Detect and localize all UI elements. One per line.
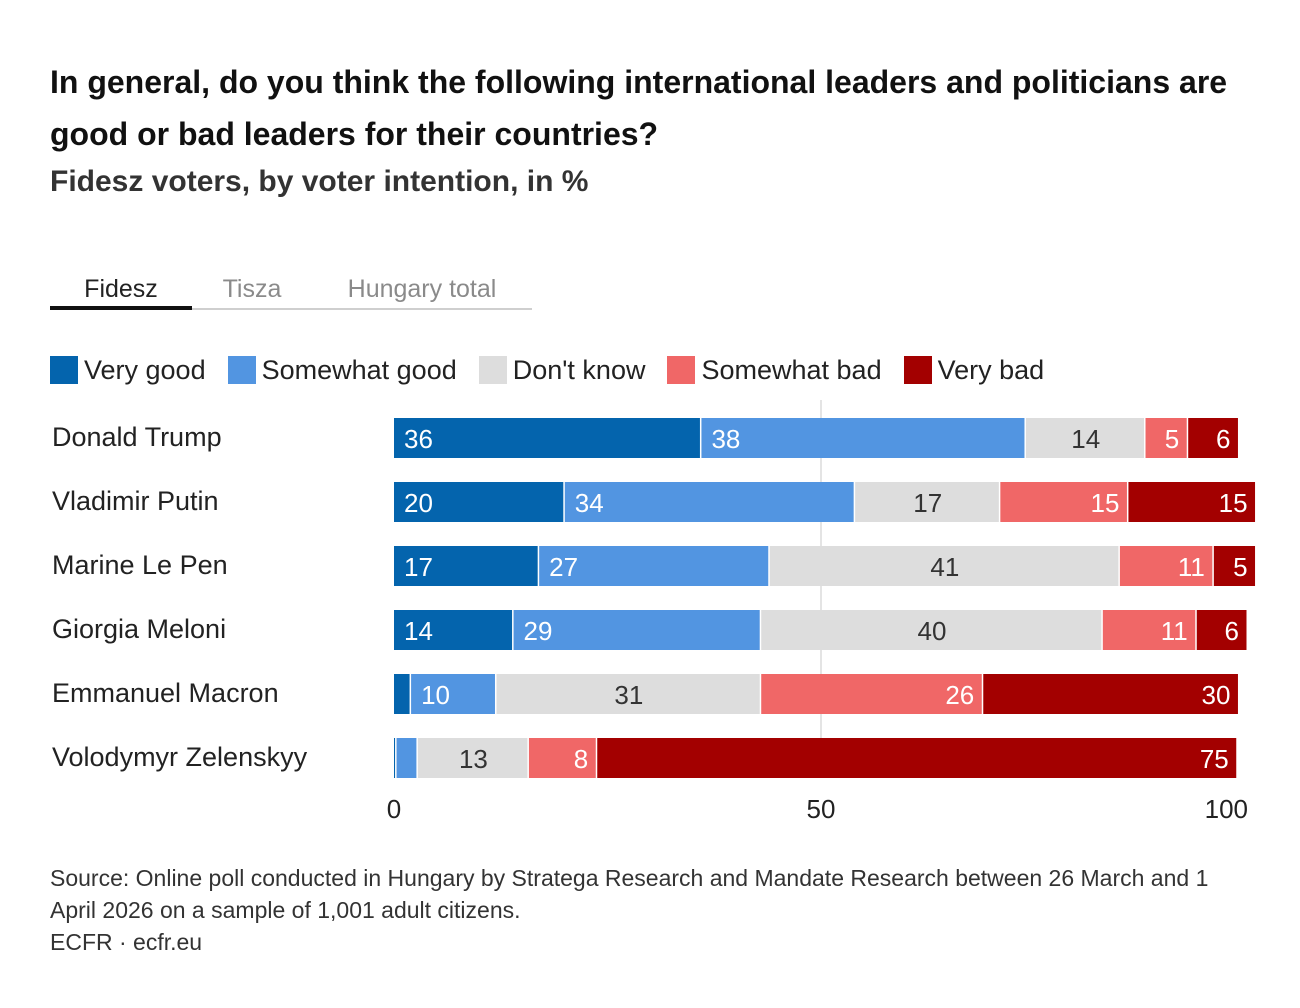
bar-volodymyr-zelenskyy-very-good <box>394 738 396 778</box>
legend-item-very-good: Very good <box>50 355 206 386</box>
source-note: Source: Online poll conducted in Hungary… <box>50 865 1209 923</box>
data-label-emmanuel-macron-don-t-know: 31 <box>614 680 643 710</box>
legend-swatch-somewhat-bad <box>667 356 696 384</box>
chart-subtitle: Fidesz voters, by voter intention, in % <box>50 165 589 198</box>
category-label-emmanuel-macron: Emmanuel Macron <box>52 678 279 708</box>
data-label-giorgia-meloni-somewhat-bad: 11 <box>1161 616 1188 646</box>
bar-donald-trump-don-t-know <box>1025 418 1145 458</box>
bar-marine-le-pen-don-t-know <box>769 546 1119 586</box>
credit-line: ECFR · ecfr.eu <box>50 929 203 955</box>
bar-giorgia-meloni-don-t-know <box>761 610 1102 650</box>
legend-swatch-very-bad <box>903 356 932 384</box>
bar-vladimir-putin-very-bad <box>1128 482 1256 522</box>
data-label-volodymyr-zelenskyy-very-bad: 75 <box>1200 744 1229 774</box>
bar-emmanuel-macron-don-t-know <box>496 674 760 714</box>
category-label-marine-le-pen: Marine Le Pen <box>52 550 228 580</box>
chart-footer: Source: Online poll conducted in Hungary… <box>50 862 1250 958</box>
legend-label-very-bad: Very bad <box>937 354 1045 385</box>
legend-label-somewhat-good: Somewhat good <box>261 354 457 385</box>
data-label-donald-trump-don-t-know: 14 <box>1071 424 1100 454</box>
data-label-vladimir-putin-very-bad: 15 <box>1219 488 1248 518</box>
bar-vladimir-putin-very-good <box>394 482 564 522</box>
bar-donald-trump-somewhat-bad <box>1145 418 1187 458</box>
bar-volodymyr-zelenskyy-somewhat-bad <box>528 738 596 778</box>
legend-swatch-very-good <box>50 356 78 384</box>
data-label-donald-trump-somewhat-bad: 5 <box>1165 424 1179 454</box>
data-label-giorgia-meloni-somewhat-good: 29 <box>524 616 553 646</box>
x-tick-label-50: 50 <box>807 794 836 824</box>
stacked-bar-chart: Donald Trump 36 38 14 5 6 Vladimir Putin 20 34 17… <box>52 400 1256 824</box>
chart-title: In general, do you think the following i… <box>50 64 1228 152</box>
data-label-marine-le-pen-somewhat-good: 27 <box>549 552 578 582</box>
bar-emmanuel-macron-somewhat-bad <box>761 674 982 714</box>
data-label-marine-le-pen-somewhat-bad: 11 <box>1178 552 1205 582</box>
chart-legend: Very good Somewhat good Don't know Somew… <box>50 350 1066 390</box>
bar-vladimir-putin-somewhat-bad <box>1000 482 1127 522</box>
legend-swatch-dont-know <box>478 356 507 384</box>
legend-item-dont-know: Don't know <box>478 354 646 386</box>
data-label-giorgia-meloni-very-bad: 6 <box>1225 616 1239 646</box>
data-label-emmanuel-macron-somewhat-bad: 26 <box>945 680 974 710</box>
data-label-volodymyr-zelenskyy-somewhat-bad: 8 <box>574 744 588 774</box>
data-label-vladimir-putin-somewhat-good: 34 <box>575 488 604 518</box>
bar-giorgia-meloni-somewhat-bad <box>1102 610 1196 650</box>
data-label-vladimir-putin-somewhat-bad: 15 <box>1091 488 1120 518</box>
data-label-marine-le-pen-don-t-know: 41 <box>930 552 959 582</box>
legend-swatch-somewhat-good <box>227 356 256 384</box>
bar-giorgia-meloni-very-good <box>394 610 513 650</box>
data-label-donald-trump-somewhat-good: 38 <box>711 424 740 454</box>
data-label-volodymyr-zelenskyy-don-t-know: 13 <box>459 744 488 774</box>
bar-volodymyr-zelenskyy-don-t-know <box>417 738 528 778</box>
bar-marine-le-pen-somewhat-bad <box>1119 546 1213 586</box>
category-label-giorgia-meloni: Giorgia Meloni <box>52 614 226 644</box>
bar-donald-trump-very-bad <box>1188 418 1238 458</box>
tab-hungary-total[interactable]: Hungary total <box>347 275 497 303</box>
data-label-emmanuel-macron-somewhat-good: 10 <box>421 680 450 710</box>
legend-item-somewhat-good: Somewhat good <box>227 354 457 386</box>
data-label-emmanuel-macron-very-bad: 30 <box>1202 680 1231 710</box>
bar-donald-trump-very-good <box>394 418 700 458</box>
bar-volodymyr-zelenskyy-somewhat-good <box>396 738 417 778</box>
x-tick-label-100: 100 <box>1205 794 1248 824</box>
category-label-donald-trump: Donald Trump <box>52 422 222 452</box>
x-tick-label-0: 0 <box>387 794 401 824</box>
bar-donald-trump-somewhat-good <box>701 418 1025 458</box>
bar-vladimir-putin-somewhat-good <box>564 482 854 522</box>
bar-giorgia-meloni-very-bad <box>1196 610 1247 650</box>
legend-label-very-good: Very good <box>84 354 206 385</box>
bar-emmanuel-macron-somewhat-good <box>411 674 495 714</box>
data-label-vladimir-putin-don-t-know: 17 <box>913 488 942 518</box>
bar-emmanuel-macron-very-bad <box>983 674 1238 714</box>
data-label-marine-le-pen-very-good: 17 <box>404 552 433 582</box>
bar-volodymyr-zelenskyy-very-bad <box>597 738 1237 778</box>
data-label-vladimir-putin-very-good: 20 <box>404 488 433 518</box>
data-label-donald-trump-very-bad: 6 <box>1216 424 1230 454</box>
data-label-giorgia-meloni-very-good: 14 <box>404 616 433 646</box>
bar-vladimir-putin-don-t-know <box>855 482 999 522</box>
bar-giorgia-meloni-somewhat-good <box>513 610 760 650</box>
bar-marine-le-pen-very-good <box>394 546 538 586</box>
legend-item-somewhat-bad: Somewhat bad <box>667 354 882 386</box>
category-label-volodymyr-zelenskyy: Volodymyr Zelenskyy <box>52 742 308 772</box>
bar-marine-le-pen-very-bad <box>1213 546 1256 586</box>
bar-emmanuel-macron-very-good <box>394 674 410 714</box>
category-label-vladimir-putin: Vladimir Putin <box>52 486 219 516</box>
legend-item-very-bad: Very bad <box>903 354 1045 386</box>
voter-group-tabs: Fidesz Tisza Hungary total <box>50 268 532 310</box>
bar-marine-le-pen-somewhat-good <box>539 546 769 586</box>
data-label-marine-le-pen-very-bad: 5 <box>1233 552 1247 582</box>
legend-label-somewhat-bad: Somewhat bad <box>701 354 882 385</box>
active-tab-indicator <box>50 306 192 310</box>
tab-tisza[interactable]: Tisza <box>222 275 282 303</box>
legend-label-dont-know: Don't know <box>512 354 646 385</box>
data-label-giorgia-meloni-don-t-know: 40 <box>918 616 947 646</box>
tab-fidesz[interactable]: Fidesz <box>84 275 158 303</box>
data-label-donald-trump-very-good: 36 <box>404 424 433 454</box>
